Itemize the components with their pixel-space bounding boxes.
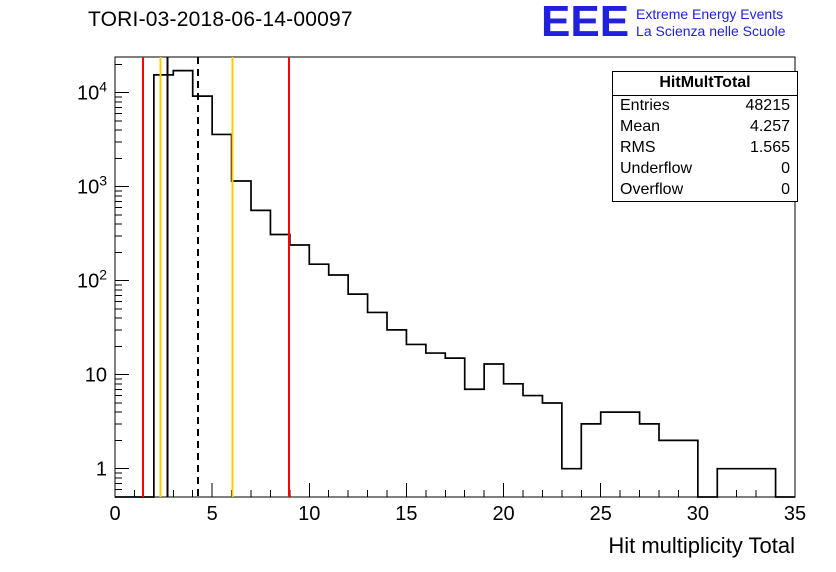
axis-tick-label: 102	[77, 267, 107, 293]
x-axis-title: Hit multiplicity Total	[608, 533, 795, 558]
axis-tick-label: 5	[207, 503, 218, 525]
stats-row: Overflow 0	[613, 180, 797, 201]
stats-label: Entries	[620, 97, 670, 114]
axis-tick-label: 0	[109, 503, 120, 525]
stats-label: RMS	[620, 139, 656, 156]
axis-tick-label: 103	[77, 173, 107, 199]
stats-label: Underflow	[620, 160, 693, 177]
stats-box: HitMultTotal Entries 48215 Mean 4.257 RMS 1.5…	[612, 71, 798, 202]
stats-value: 0	[781, 160, 790, 177]
stats-label: Mean	[620, 118, 661, 135]
stats-label: Overflow	[620, 181, 684, 198]
eee-logo-subtitle: Extreme Energy Events La Scienza nelle S…	[636, 6, 785, 40]
stats-value: 48215	[745, 97, 791, 114]
axis-tick-label: 35	[784, 503, 806, 525]
axis-tick-label: 10	[85, 365, 107, 387]
stats-row: Mean 4.257	[613, 117, 797, 138]
stats-row: Underflow 0	[613, 159, 797, 180]
axis-tick-label: 10	[298, 503, 320, 525]
stats-value: 0	[781, 181, 790, 198]
stats-row: Entries 48215	[613, 96, 797, 117]
stats-row: RMS 1.565	[613, 138, 797, 159]
stats-value: 4.257	[749, 118, 790, 135]
eee-logo-text: EEE	[541, 0, 630, 46]
eee-logo: EEE Extreme Energy Events La Scienza nel…	[541, 0, 785, 46]
axis-tick-label: 15	[395, 503, 417, 525]
axis-tick-label: 30	[687, 503, 709, 525]
axis-tick-label: 1	[96, 459, 107, 481]
axis-tick-label: 25	[590, 503, 612, 525]
stats-box-title: HitMultTotal	[613, 72, 797, 96]
eee-logo-line2: La Scienza nelle Scuole	[636, 23, 786, 39]
plot-title: TORI-03-2018-06-14-00097	[88, 8, 353, 31]
axis-tick-label: 104	[77, 79, 107, 105]
axis-tick-label: 20	[492, 503, 514, 525]
eee-logo-line1: Extreme Energy Events	[636, 6, 784, 22]
stats-value: 1.565	[749, 139, 790, 156]
